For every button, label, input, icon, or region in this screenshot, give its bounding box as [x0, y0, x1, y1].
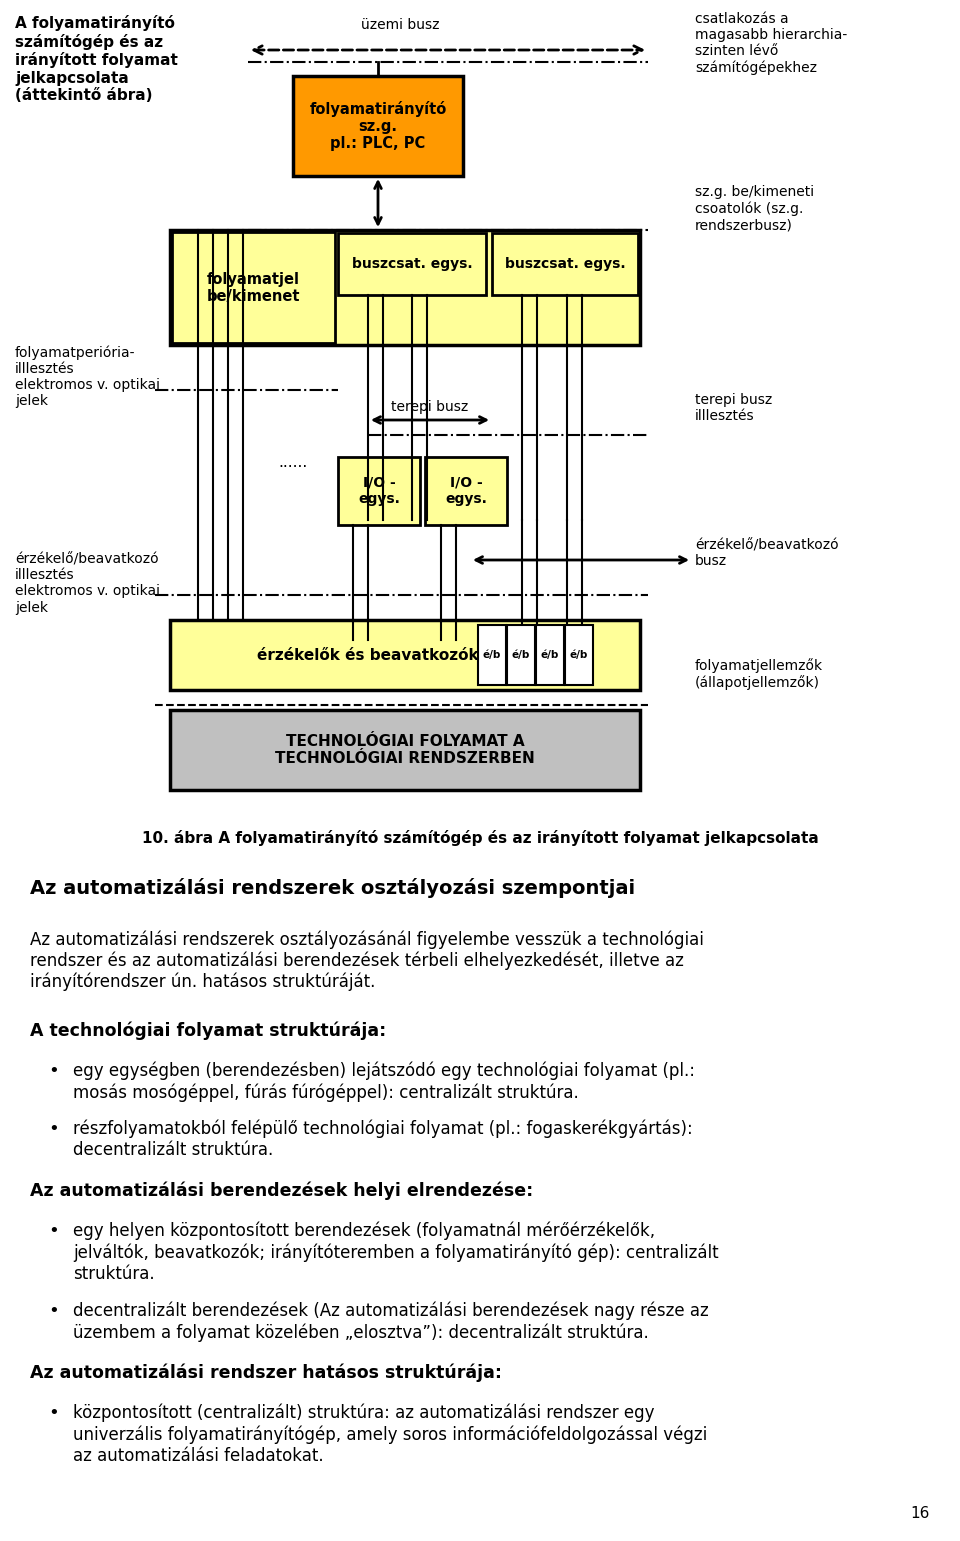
Text: A folyamatirányító
számítógép és az
irányított folyamat
jelkapcsolata
(áttekintő: A folyamatirányító számítógép és az irán… — [15, 15, 178, 103]
Text: 10. ábra A folyamatirányító számítógép és az irányított folyamat jelkapcsolata: 10. ábra A folyamatirányító számítógép é… — [142, 831, 818, 846]
Text: 16: 16 — [911, 1506, 930, 1521]
Text: é/b: é/b — [570, 650, 588, 660]
Text: •: • — [48, 1302, 59, 1321]
FancyBboxPatch shape — [293, 76, 463, 176]
Text: központosított (centralizált) struktúra: az automatizálási rendszer egy
univerzá: központosított (centralizált) struktúra:… — [73, 1404, 708, 1464]
Text: folyamatjellemzők
(állapotjellemzők): folyamatjellemzők (állapotjellemzők) — [695, 658, 823, 690]
Text: érzékelő/beavatkozó
busz: érzékelő/beavatkozó busz — [695, 538, 839, 569]
Text: terepi busz
illlesztés: terepi busz illlesztés — [695, 393, 772, 424]
Text: •: • — [48, 1404, 59, 1422]
Text: Az automatizálási rendszer hatásos struktúrája:: Az automatizálási rendszer hatásos struk… — [30, 1364, 502, 1382]
FancyBboxPatch shape — [170, 230, 640, 345]
Text: •: • — [48, 1062, 59, 1080]
FancyBboxPatch shape — [478, 626, 506, 686]
Text: érzékelő/beavatkozó
illlesztés
elektromos v. optikai
jelek: érzékelő/beavatkozó illlesztés elektromo… — [15, 552, 160, 615]
FancyBboxPatch shape — [338, 458, 420, 525]
Text: I/O -
egys.: I/O - egys. — [445, 476, 487, 505]
Text: ......: ...... — [278, 455, 307, 470]
Text: csatlakozás a
magasabb hierarchia-
szinten lévő
számítógépekhez: csatlakozás a magasabb hierarchia- szint… — [695, 12, 848, 76]
Text: •: • — [48, 1222, 59, 1241]
FancyBboxPatch shape — [338, 233, 486, 294]
FancyBboxPatch shape — [507, 626, 535, 686]
Text: folyamatirányító
sz.g.
pl.: PLC, PC: folyamatirányító sz.g. pl.: PLC, PC — [309, 100, 446, 151]
FancyBboxPatch shape — [536, 626, 564, 686]
FancyBboxPatch shape — [172, 233, 335, 344]
Text: üzemi busz: üzemi busz — [361, 18, 440, 32]
Text: decentralizált berendezések (Az automatizálási berendezések nagy része az
üzembe: decentralizált berendezések (Az automati… — [73, 1302, 708, 1342]
Text: egy egységben (berendezésben) lejátszódó egy technológiai folyamat (pl.:
mosás m: egy egységben (berendezésben) lejátszódó… — [73, 1062, 695, 1102]
Text: •: • — [48, 1120, 59, 1137]
FancyBboxPatch shape — [170, 619, 640, 690]
FancyBboxPatch shape — [492, 233, 638, 294]
FancyBboxPatch shape — [170, 710, 640, 791]
Text: buszcsat. egys.: buszcsat. egys. — [351, 257, 472, 271]
Text: terepi busz: terepi busz — [392, 401, 468, 415]
Text: I/O -
egys.: I/O - egys. — [358, 476, 400, 505]
Text: é/b: é/b — [483, 650, 501, 660]
Text: egy helyen központosított berendezések (folyamatnál mérőérzékelők,
jelváltók, be: egy helyen központosított berendezések (… — [73, 1222, 719, 1282]
Text: folyamatperiória-
illlesztés
elektromos v. optikai
jelek: folyamatperiória- illlesztés elektromos … — [15, 345, 160, 408]
Text: buszcsat. egys.: buszcsat. egys. — [505, 257, 625, 271]
Text: é/b: é/b — [512, 650, 530, 660]
Text: részfolyamatokból felépülő technológiai folyamat (pl.: fogaskerékgyártás):
decen: részfolyamatokból felépülő technológiai … — [73, 1120, 693, 1159]
Text: A technológiai folyamat struktúrája:: A technológiai folyamat struktúrája: — [30, 1022, 386, 1040]
FancyBboxPatch shape — [425, 458, 507, 525]
Text: sz.g. be/kimeneti
csoatolók (sz.g.
rendszerbusz): sz.g. be/kimeneti csoatolók (sz.g. rends… — [695, 185, 814, 233]
Text: Az automatizálási rendszerek osztályozásánál figyelembe vesszük a technológiai
r: Az automatizálási rendszerek osztályozás… — [30, 931, 704, 991]
Text: Az automatizálási berendezések helyi elrendezése:: Az automatizálási berendezések helyi elr… — [30, 1182, 533, 1200]
Text: Az automatizálási rendszerek osztályozási szempontjai: Az automatizálási rendszerek osztályozás… — [30, 878, 636, 898]
FancyBboxPatch shape — [565, 626, 593, 686]
Text: érzékelők és beavatkozók: érzékelők és beavatkozók — [257, 647, 479, 663]
Text: TECHNOLÓGIAI FOLYAMAT A
TECHNOLÓGIAI RENDSZERBEN: TECHNOLÓGIAI FOLYAMAT A TECHNOLÓGIAI REN… — [276, 734, 535, 766]
Text: é/b: é/b — [540, 650, 559, 660]
Text: folyamatjel
be/kimenet: folyamatjel be/kimenet — [206, 271, 300, 304]
